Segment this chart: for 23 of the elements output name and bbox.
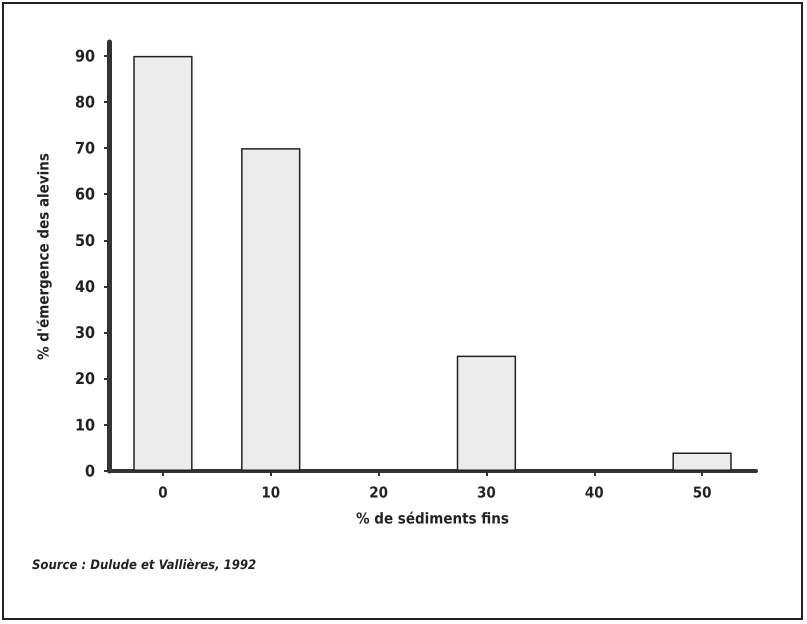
y-tick-label: 70 <box>74 138 95 158</box>
y-tick-label: 10 <box>74 415 95 434</box>
y-tick-label: 60 <box>74 184 95 204</box>
bar <box>241 148 300 471</box>
y-tick-label: 90 <box>74 46 95 66</box>
y-tick-label: 30 <box>74 323 95 342</box>
source-note: Source : Dulude et Vallières, 1992 <box>32 558 256 573</box>
x-tick-label: 20 <box>369 484 388 502</box>
x-tick-label: 50 <box>692 484 712 502</box>
y-tick-label: 40 <box>74 276 95 296</box>
x-tick-label: 30 <box>477 484 496 502</box>
x-tick-label: 40 <box>584 484 604 502</box>
y-tick-label: 0 <box>84 462 95 480</box>
y-tick-label: 80 <box>74 92 95 112</box>
y-tick-label: 50 <box>74 230 95 250</box>
x-axis-title: % de sédiments fins <box>356 510 509 528</box>
x-tick-label: 0 <box>158 484 168 502</box>
bar <box>133 56 193 471</box>
y-axis-title: % d'émergence des alevins <box>34 153 52 360</box>
bar <box>672 452 732 471</box>
y-tick-label: 20 <box>74 369 95 388</box>
x-tick-label: 10 <box>261 484 280 502</box>
bar <box>456 356 516 471</box>
